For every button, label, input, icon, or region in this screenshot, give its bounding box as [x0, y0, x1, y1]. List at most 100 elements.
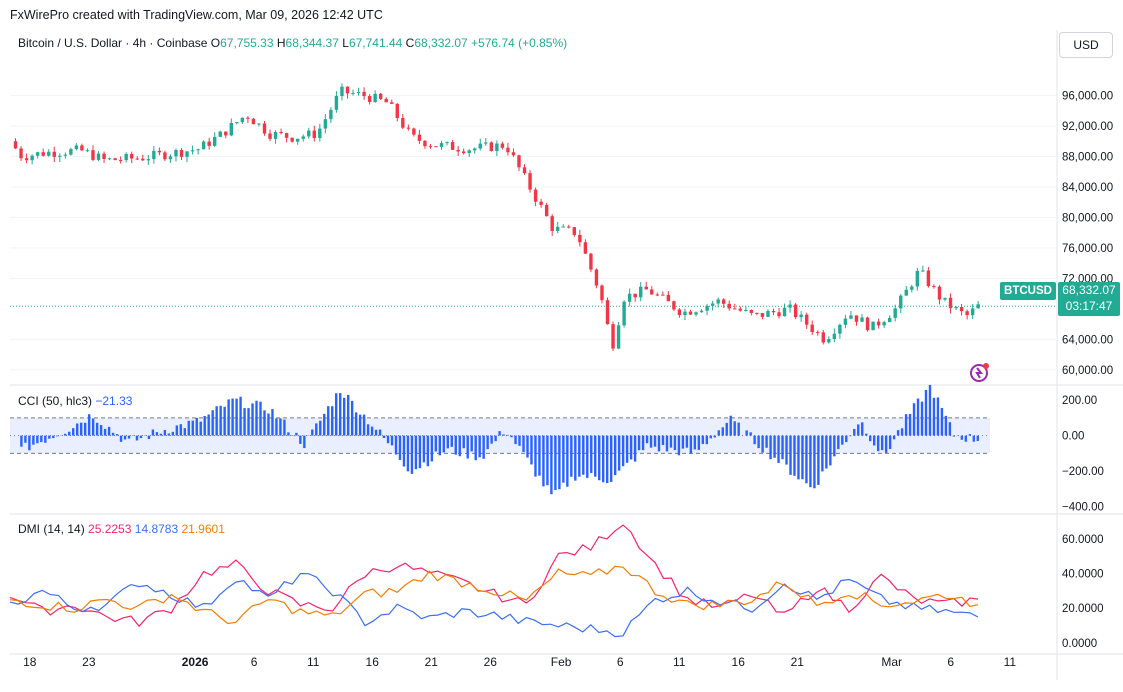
cci-histogram-bar — [586, 435, 589, 478]
candle-body — [882, 322, 886, 326]
cci-histogram-bar — [621, 435, 625, 467]
candle-body — [755, 312, 759, 314]
cci-histogram-bar — [287, 432, 290, 436]
candle-body — [921, 270, 925, 272]
cci-histogram-bar — [454, 435, 457, 455]
candle-body — [893, 308, 897, 318]
candle-body — [771, 310, 776, 313]
candle-body — [589, 253, 593, 270]
cci-histogram-bar — [745, 430, 748, 436]
change-value: +576.74 (+0.85%) — [471, 36, 568, 50]
cci-histogram-bar — [382, 435, 386, 439]
cci-histogram-bar — [554, 435, 557, 491]
cci-histogram-bar — [331, 406, 334, 436]
cci-histogram-bar — [315, 423, 318, 436]
cci-histogram-bar — [490, 435, 493, 444]
cci-histogram-bar — [972, 435, 976, 442]
candle-body — [561, 226, 565, 228]
cci-histogram-bar — [976, 435, 979, 441]
candle-body — [412, 128, 416, 135]
open-value: 67,755.33 — [220, 36, 274, 50]
cci-histogram-bar — [661, 435, 665, 445]
cci-histogram-bar — [227, 399, 230, 436]
tradingview-logo-icon[interactable] — [966, 360, 992, 384]
candle-body — [246, 117, 250, 119]
cci-histogram-bar — [342, 397, 346, 436]
cci-histogram-bar — [781, 435, 784, 460]
cci-histogram-bar — [534, 435, 537, 477]
low-label: L — [342, 36, 349, 50]
cci-histogram-bar — [478, 435, 481, 458]
candle-body — [312, 130, 316, 139]
dmi-tick-label-3: 0.0000 — [1062, 638, 1097, 650]
dmi-name: DMI (14, 14) — [18, 522, 85, 536]
candle-body — [550, 216, 554, 231]
cci-histogram-bar — [912, 403, 916, 436]
cci-histogram-bar — [689, 435, 693, 454]
price-tick-label-0: 96,000.00 — [1062, 90, 1113, 102]
candle-body — [639, 286, 643, 298]
cci-histogram-bar — [275, 418, 278, 436]
dmi-tick-label-0: 60.0000 — [1062, 534, 1104, 546]
cci-histogram-bar — [48, 435, 51, 439]
cci-histogram-bar — [179, 424, 183, 436]
cci-histogram-bar — [223, 406, 226, 436]
candle-body — [694, 312, 698, 315]
cci-histogram-bar — [705, 435, 709, 445]
dmi-plus-value: 25.2253 — [88, 522, 132, 536]
candle-body — [733, 308, 737, 310]
cci-histogram-bar — [964, 435, 968, 442]
cci-histogram-bar — [402, 435, 406, 467]
cci-histogram-bar — [390, 435, 394, 446]
candle-body — [323, 119, 328, 129]
cci-histogram-bar — [442, 435, 446, 453]
cci-histogram-bar — [645, 435, 649, 444]
candle-body — [478, 143, 482, 149]
candle-body — [473, 148, 477, 151]
cci-histogram-bar — [231, 398, 234, 436]
cci-histogram-bar — [805, 435, 808, 484]
cci-histogram-bar — [813, 435, 816, 489]
cci-histogram-bar — [107, 426, 111, 436]
cci-histogram-bar — [239, 396, 242, 436]
cci-histogram-bar — [91, 418, 95, 436]
candle-body — [47, 151, 51, 156]
cci-histogram-bar — [327, 406, 330, 436]
cci-histogram-bar — [880, 435, 884, 451]
cci-histogram-bar — [709, 435, 713, 439]
currency-button[interactable]: USD — [1059, 32, 1113, 58]
candle-body — [152, 150, 156, 160]
cci-histogram-bar — [633, 435, 637, 462]
candle-body — [611, 324, 615, 349]
cci-histogram-bar — [849, 435, 852, 437]
candle-body — [760, 313, 765, 317]
cci-histogram-bar — [458, 435, 461, 457]
cci-histogram-bar — [677, 435, 681, 456]
cci-histogram-bar — [773, 435, 776, 458]
cci-histogram-bar — [733, 421, 736, 436]
candle-body — [854, 315, 859, 322]
cci-histogram-bar — [263, 410, 266, 436]
cci-histogram-bar — [187, 420, 190, 436]
cci-histogram-bar — [410, 435, 414, 474]
candle-body — [268, 133, 272, 139]
cci-histogram-bar — [159, 433, 163, 436]
cci-histogram-bar — [28, 435, 31, 451]
cci-histogram-bar — [594, 435, 597, 477]
candle-body — [445, 142, 449, 144]
price-tick-label-8: 60,000.00 — [1062, 365, 1113, 377]
candle-body — [102, 153, 106, 159]
candle-body — [544, 204, 549, 217]
candle-body — [810, 324, 814, 333]
candle-body — [401, 117, 405, 128]
candle-body — [954, 306, 958, 309]
candle-body — [683, 311, 687, 316]
cci-histogram-bar — [219, 405, 222, 436]
time-tick-label-7: 26 — [484, 655, 498, 669]
cci-histogram-bar — [20, 435, 23, 447]
cci-histogram-bar — [406, 435, 410, 472]
candle-body — [677, 309, 682, 316]
candle-body — [650, 289, 654, 295]
candle-body — [295, 138, 300, 142]
